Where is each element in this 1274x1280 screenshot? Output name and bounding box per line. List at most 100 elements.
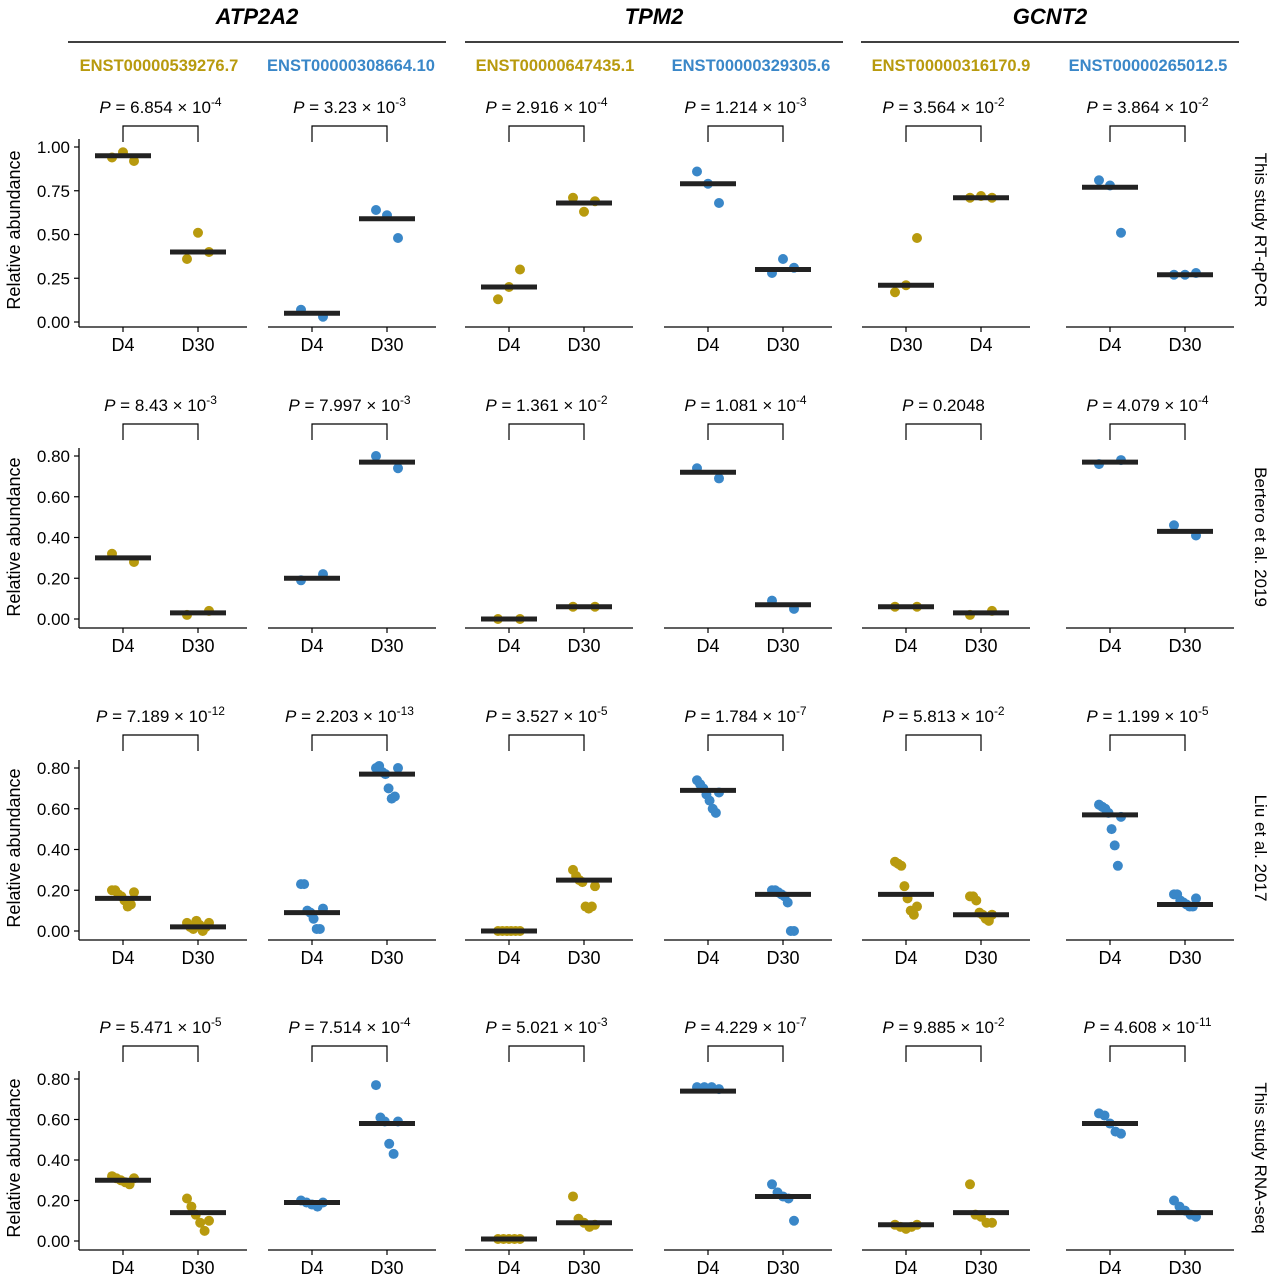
significance-bracket	[1109, 734, 1186, 751]
x-tick-label: D4	[1098, 335, 1121, 355]
data-point	[299, 879, 310, 890]
x-tick-label: D4	[111, 948, 134, 968]
y-tick-label: 0.00	[37, 610, 70, 629]
data-point	[1191, 893, 1201, 904]
y-axis-title: Relative abundance	[4, 768, 24, 927]
data-point	[971, 895, 982, 906]
x-tick-label: D4	[894, 1258, 917, 1278]
panel-3-0: D4 D30 P = 5.471 × 10-5	[79, 1015, 247, 1278]
panel-3-1: D4 D30 P = 7.514 × 10-4	[268, 1015, 436, 1278]
data-point	[129, 887, 139, 898]
y-tick-label: 0.60	[37, 1111, 70, 1130]
data-point	[1099, 1110, 1110, 1121]
p-value-label: P = 8.43 × 10-3	[104, 393, 217, 415]
x-tick-label: D4	[696, 636, 719, 656]
p-value-label: P = 2.916 × 10-4	[485, 95, 608, 117]
data-point	[193, 227, 203, 238]
panel-2-1: D4 D30 P = 2.203 × 10-13	[268, 704, 436, 968]
x-tick-label: D4	[300, 636, 323, 656]
panel-0-1: D4 D30 P = 3.23 × 10-3	[268, 95, 436, 355]
y-tick-label: 0.20	[37, 1192, 70, 1211]
x-tick-label: D30	[766, 335, 799, 355]
panel-0-0: D4 D30 P = 6.854 × 10-4	[79, 95, 247, 355]
x-tick-label: D4	[894, 948, 917, 968]
data-point	[493, 294, 503, 305]
data-point	[1109, 840, 1120, 851]
data-point	[767, 1179, 777, 1190]
panel-1-2: D4 D30 P = 1.361 × 10-2	[465, 393, 633, 656]
panel-0-4: D30 D4 P = 3.564 × 10-2	[862, 95, 1030, 355]
x-tick-label: D30	[889, 335, 922, 355]
y-tick-label: 0.40	[37, 841, 70, 860]
y-axis-title: Relative abundance	[4, 457, 24, 616]
panel-1-3: D4 D30 P = 1.081 × 10-4	[664, 393, 832, 656]
x-tick-label: D30	[1168, 636, 1201, 656]
x-tick-label: D30	[567, 335, 600, 355]
data-point	[199, 1225, 210, 1236]
panel-2-5: D4 D30 P = 1.199 × 10-5	[1066, 704, 1234, 968]
x-tick-label: D30	[181, 335, 214, 355]
significance-bracket	[707, 125, 784, 142]
x-tick-label: D30	[766, 636, 799, 656]
p-value-label: P = 1.784 × 10-7	[684, 704, 807, 726]
data-point	[987, 1217, 997, 1228]
x-tick-label: D30	[567, 1258, 600, 1278]
significance-bracket	[905, 734, 982, 751]
row-label: Bertero et al. 2019	[1251, 467, 1270, 607]
y-tick-label: 0.20	[37, 569, 70, 588]
x-tick-label: D4	[300, 1258, 323, 1278]
x-tick-label: D30	[1168, 335, 1201, 355]
x-tick-label: D4	[497, 1258, 520, 1278]
x-tick-label: D4	[111, 335, 134, 355]
significance-bracket	[311, 1045, 388, 1062]
x-tick-label: D30	[1168, 948, 1201, 968]
data-point	[384, 1138, 395, 1149]
x-tick-label: D4	[696, 335, 719, 355]
p-value-label: P = 7.997 × 10-3	[288, 393, 411, 415]
x-tick-label: D4	[497, 335, 520, 355]
data-point	[714, 473, 724, 484]
x-tick-label: D4	[1098, 636, 1121, 656]
significance-bracket	[1109, 423, 1186, 440]
data-point	[579, 206, 589, 217]
significance-bracket	[508, 125, 585, 142]
data-point	[586, 901, 597, 912]
data-point	[568, 1191, 578, 1202]
data-point	[1094, 175, 1104, 186]
x-tick-label: D30	[964, 1258, 997, 1278]
x-tick-label: D4	[111, 1258, 134, 1278]
significance-bracket	[905, 1045, 982, 1062]
x-tick-label: D30	[567, 636, 600, 656]
data-point	[383, 783, 394, 794]
x-tick-label: D4	[300, 948, 323, 968]
y-tick-label: 0.80	[37, 447, 70, 466]
p-value-label: P = 0.2048	[902, 396, 985, 415]
significance-bracket	[1109, 125, 1186, 142]
significance-bracket	[1109, 1045, 1186, 1062]
data-point	[308, 913, 319, 924]
data-point	[371, 1080, 381, 1091]
p-value-label: P = 1.361 × 10-2	[485, 393, 608, 415]
data-point	[710, 807, 721, 818]
x-tick-label: D30	[181, 1258, 214, 1278]
data-point	[182, 1193, 192, 1204]
x-tick-label: D4	[497, 636, 520, 656]
isoform-label: ENST00000329305.6	[672, 57, 831, 75]
data-point	[1106, 824, 1117, 835]
data-point	[389, 791, 400, 802]
isoform-label: ENST00000647435.1	[476, 57, 635, 75]
y-tick-label: 0.40	[37, 1151, 70, 1170]
y-tick-label: 0.80	[37, 759, 70, 778]
p-value-label: P = 6.854 × 10-4	[99, 95, 222, 117]
data-point	[704, 795, 715, 806]
p-value-label: P = 5.471 × 10-5	[99, 1015, 222, 1037]
x-tick-label: D30	[964, 636, 997, 656]
p-value-label: P = 7.189 × 10-12	[96, 704, 225, 726]
x-tick-label: D4	[497, 948, 520, 968]
data-point	[393, 233, 403, 243]
y-tick-label: 0.40	[37, 529, 70, 548]
significance-bracket	[311, 125, 388, 142]
p-value-label: P = 1.081 × 10-4	[684, 393, 807, 415]
x-tick-label: D30	[766, 948, 799, 968]
p-value-label: P = 3.864 × 10-2	[1086, 95, 1209, 117]
